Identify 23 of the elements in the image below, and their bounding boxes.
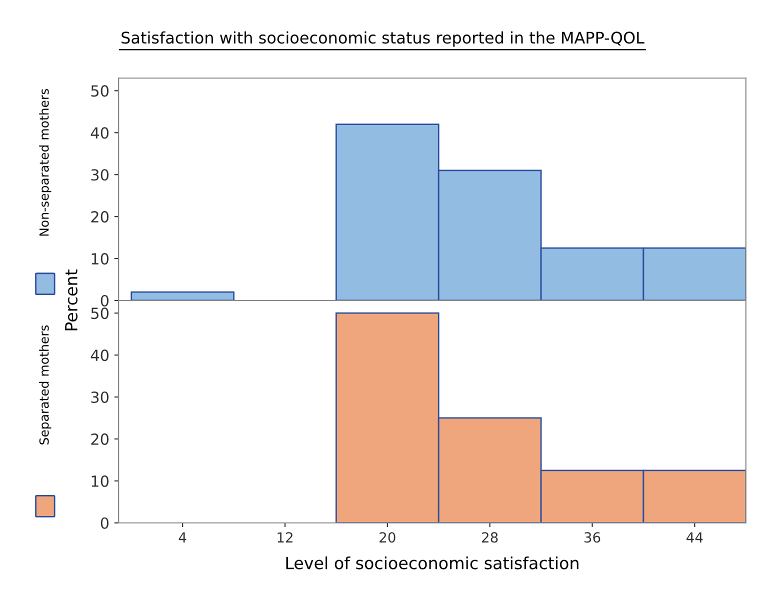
y-axis-title: Percent	[65, 270, 78, 330]
y-tick-label: 10	[92, 253, 109, 265]
y-tick-label: 50	[91, 85, 109, 97]
text: Non-separated mothers	[39, 88, 52, 236]
x-tick-label: 4	[178, 532, 186, 542]
y-tick-label: 20	[91, 433, 109, 445]
y-tick-label: 10	[92, 475, 109, 487]
y-tick-label: 0	[100, 517, 109, 529]
x-tick-label: 12	[278, 532, 292, 542]
x-tick-label: 20	[380, 532, 396, 543]
chart-title: Satisfaction with socioeconomic status reported in the MAPP-QOL	[122, 31, 644, 47]
y-tick-label: 0	[100, 294, 109, 307]
x-tick-label: 36	[584, 532, 600, 543]
y-tick-label: 30	[91, 169, 109, 181]
x-tick-label: 44	[686, 532, 703, 542]
x-tick-label: 28	[482, 532, 498, 543]
y-tick-label: 30	[91, 391, 109, 404]
y-tick-label: 20	[91, 211, 109, 223]
y-tick-label: 50	[91, 308, 109, 320]
y-tick-label: 40	[90, 127, 109, 139]
x-axis-title: Level of socioeconomic satisfaction	[286, 556, 578, 570]
text: Separated mothers	[39, 325, 52, 444]
y-tick-label: 40	[90, 350, 109, 362]
